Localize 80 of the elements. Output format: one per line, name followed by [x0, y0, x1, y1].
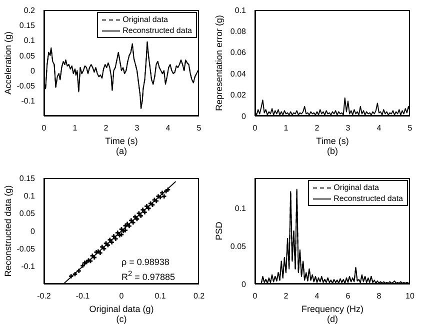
point: [138, 214, 143, 218]
x-tick-label: 0.2: [193, 292, 206, 301]
point: [160, 190, 164, 195]
annotation: R$^{2}$ = 0.97885: [122, 268, 175, 283]
legend-label: Original data: [122, 14, 168, 25]
point: [142, 210, 147, 214]
point: [80, 264, 85, 268]
point: [116, 230, 120, 235]
point: [108, 238, 112, 242]
point: [114, 236, 118, 241]
y-tick-label: 0.08: [230, 27, 247, 36]
text: (a): [115, 146, 128, 156]
text: (b): [326, 146, 339, 156]
point: [76, 268, 81, 274]
annotation: ρ = 0.98938: [122, 256, 170, 268]
text: (c): [115, 314, 128, 324]
x-axis-title: Original data (g): [89, 304, 154, 314]
y-axis-title: Acceleration (g): [3, 31, 14, 95]
x-tick-label: 0: [252, 124, 258, 133]
y-tick-label: 0.1: [24, 192, 36, 201]
y-tick-label: 0: [242, 112, 247, 121]
y-tick-label: -0.05: [16, 82, 36, 91]
y-tick-label: 0.06: [230, 48, 247, 58]
x-tick-label: 1: [284, 124, 289, 133]
point: [69, 274, 74, 278]
x-tick-label: 3: [346, 124, 351, 133]
x-tick-label: 2: [284, 292, 289, 301]
y-tick-label: 0.15: [19, 174, 36, 183]
x-tick-label: 3: [134, 124, 140, 133]
x-tick-label: 2: [314, 124, 320, 133]
legend-label: Reconstructed data: [334, 193, 403, 204]
x-tick-label: -0.2: [37, 292, 52, 301]
y-axis-title: Reconstructed data (g): [3, 185, 14, 277]
x-tick-label: 5: [196, 124, 202, 133]
y-tick-label: -0.1: [21, 96, 36, 106]
point: [110, 240, 114, 244]
x-axis-title: Time (s): [105, 136, 138, 146]
x-tick-label: 0: [42, 124, 47, 133]
x-tick-label: 0: [252, 292, 258, 301]
legend-label: Reconstructed data: [122, 25, 192, 36]
y-tick-label: 0.02: [230, 90, 247, 100]
y-tick-label: 0.04: [230, 69, 247, 78]
point: [140, 208, 145, 212]
text: (d): [326, 314, 339, 324]
x-tick-label: 4: [314, 292, 320, 301]
legend-label: Original data: [334, 182, 379, 193]
y-tick-label: 0.05: [230, 242, 247, 251]
x-tick-label: -0.1: [76, 292, 90, 301]
y-tick-label: 0.1: [234, 204, 247, 214]
x-tick-label: 6: [346, 292, 351, 301]
x-axis-title: Time (s): [316, 136, 349, 146]
y-tick-label: 0: [242, 280, 247, 289]
x-axis-title: Frequency (Hz): [301, 304, 364, 314]
point: [127, 224, 132, 228]
x-tick-label: 5: [408, 124, 413, 133]
point: [162, 194, 166, 198]
x-tick-label: 2: [104, 124, 109, 133]
point: [146, 206, 151, 211]
point: [112, 234, 116, 238]
point: [136, 211, 142, 216]
x-tick-label: 4: [166, 124, 171, 133]
y-axis-title: PSD: [214, 221, 224, 240]
y-tick-label: 0.1: [24, 36, 36, 46]
y-tick-label: 0: [30, 66, 36, 76]
y-tick-label: 0.05: [19, 209, 36, 218]
y-tick-label: -0.1: [21, 262, 36, 272]
y-tick-label: 0.2: [24, 6, 36, 15]
x-tick-label: 0.1: [154, 292, 166, 301]
y-tick-label: -0.05: [16, 244, 36, 254]
y-tick-label: 0: [30, 226, 36, 236]
x-tick-label: 4: [376, 124, 382, 133]
point: [132, 214, 138, 219]
y-tick-label: 0.05: [19, 51, 36, 60]
x-tick-label: 8: [376, 292, 382, 301]
x-tick-label: 1: [72, 124, 78, 133]
x-tick-label: 10: [406, 292, 415, 301]
y-axis-title: Representation error (g): [214, 14, 224, 112]
y-tick-label: 0.1: [234, 6, 247, 15]
y-tick-label: 0.15: [19, 20, 36, 30]
x-tick-label: 0: [119, 292, 124, 301]
